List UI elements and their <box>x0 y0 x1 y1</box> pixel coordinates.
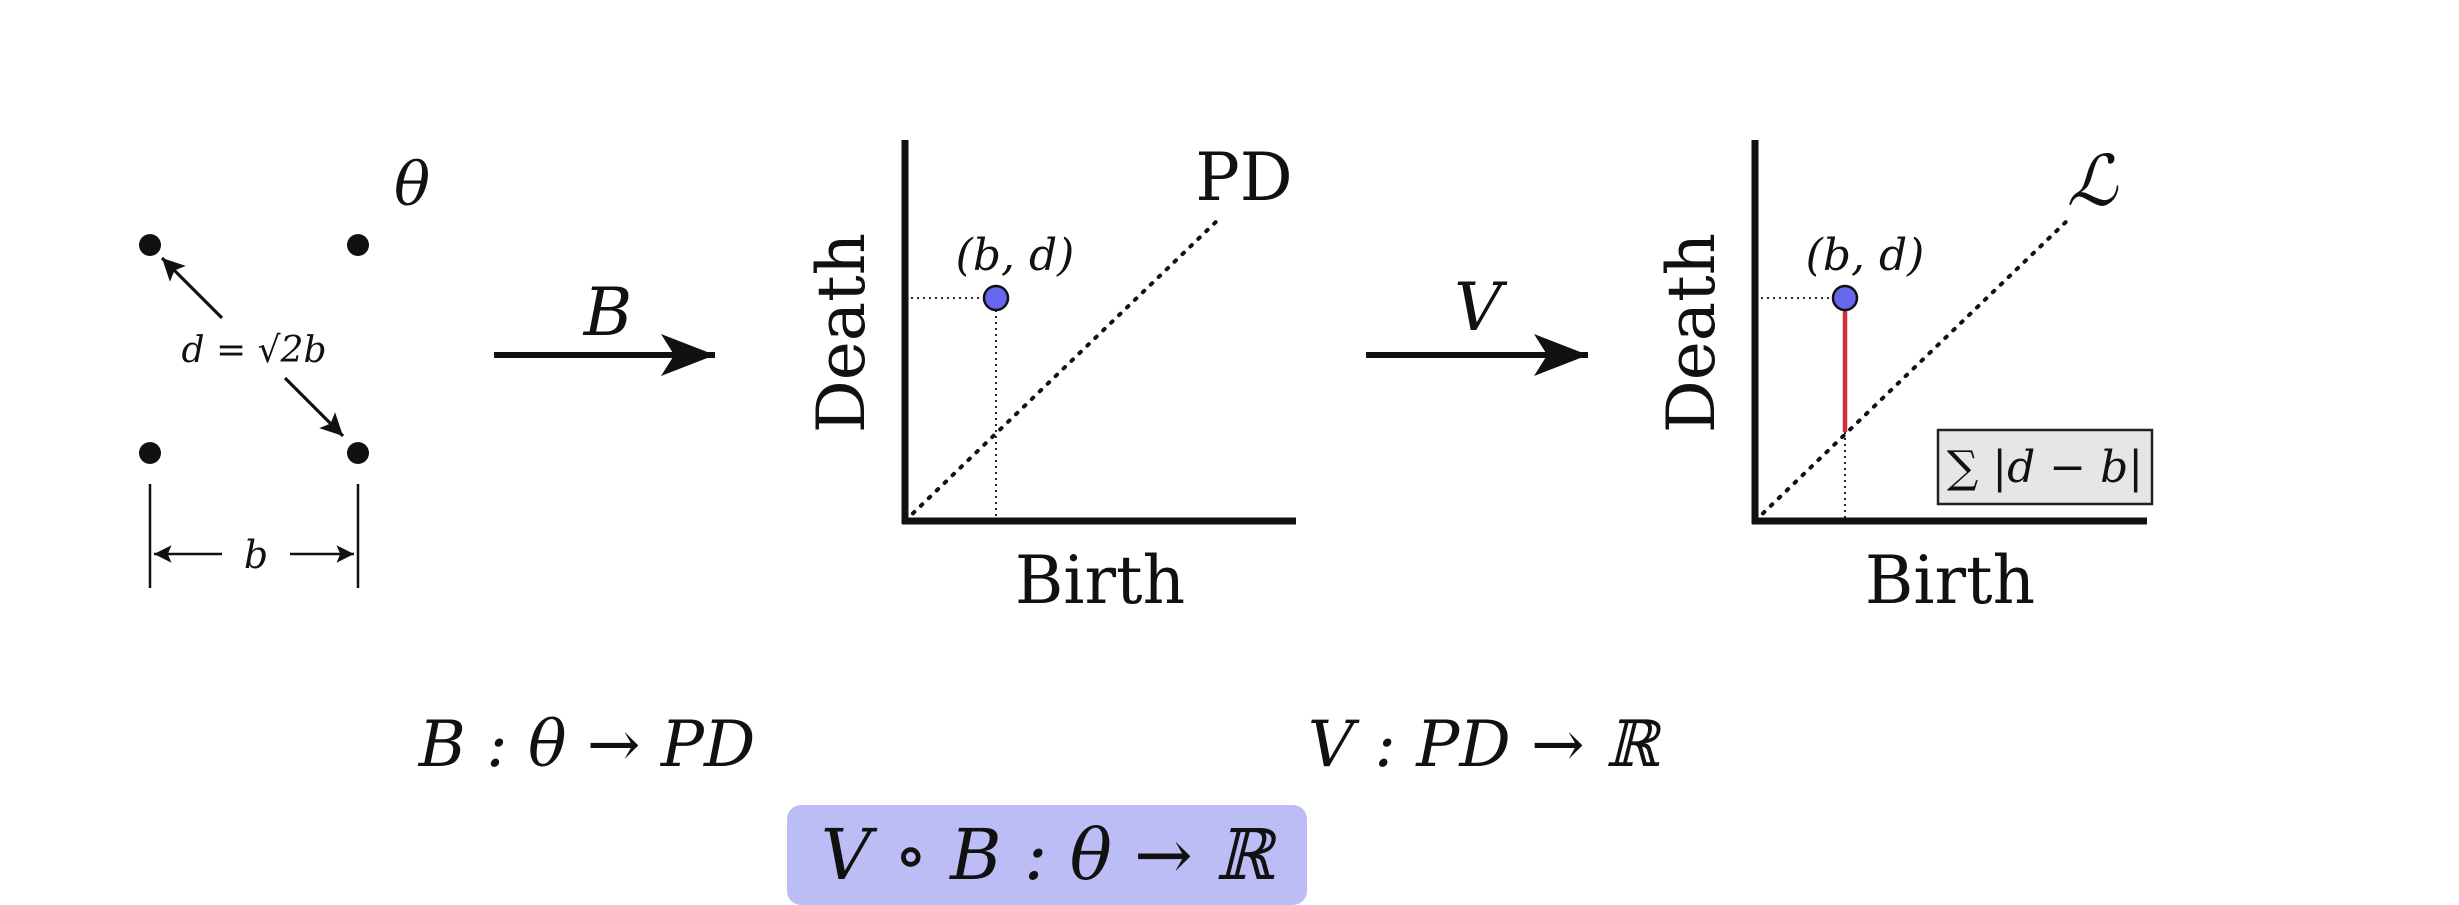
pd-ylabel: Death <box>803 233 880 433</box>
loss-plot: (b, d) ℒ ∑ |d − b| Birth Death <box>1653 140 2154 619</box>
arrow-v: V <box>1366 269 1588 376</box>
loss-diagonal <box>1753 216 2072 523</box>
pd-xlabel: Birth <box>1015 542 1185 619</box>
point-top-right <box>347 234 369 256</box>
composite-box <box>787 805 1307 905</box>
sum-box <box>1936 428 2154 506</box>
pd-title: PD <box>1195 139 1292 216</box>
b-map-formula: B : θ → PD <box>418 708 756 782</box>
loss-point-label: (b, d) <box>1806 230 1925 281</box>
sum-label: ∑ |d − b| <box>1947 442 2143 493</box>
arrow-b-label: B <box>583 274 633 351</box>
loss-ylabel: Death <box>1653 233 1730 433</box>
pd-point <box>982 284 1010 312</box>
composite-formula: V ∘ B : θ → ℝ <box>821 814 1277 896</box>
distance-arrow-up <box>160 256 224 320</box>
theta-label: θ <box>394 150 430 220</box>
point-top-left <box>139 234 161 256</box>
arrow-b: B <box>494 274 715 376</box>
loss-point <box>1831 284 1859 312</box>
arrow-v-label: V <box>1454 269 1508 346</box>
pd-diagonal <box>903 216 1222 523</box>
pd-point-label: (b, d) <box>956 230 1075 281</box>
pd-plot: (b, d) PD Birth Death <box>803 139 1296 619</box>
distance-label: d = √2b <box>182 330 327 371</box>
distance-arrow-down <box>283 376 345 438</box>
theta-panel: θ d = √2b b <box>139 150 430 588</box>
point-bottom-right <box>347 442 369 464</box>
loss-xlabel: Birth <box>1865 542 2035 619</box>
map-formulas: B : θ → PD V : PD → ℝ V ∘ B : θ → ℝ <box>418 708 1662 905</box>
point-bottom-left <box>139 442 161 464</box>
loss-title: ℒ <box>2067 140 2119 222</box>
v-map-formula: V : PD → ℝ <box>1308 708 1662 782</box>
width-label: b <box>244 533 268 577</box>
